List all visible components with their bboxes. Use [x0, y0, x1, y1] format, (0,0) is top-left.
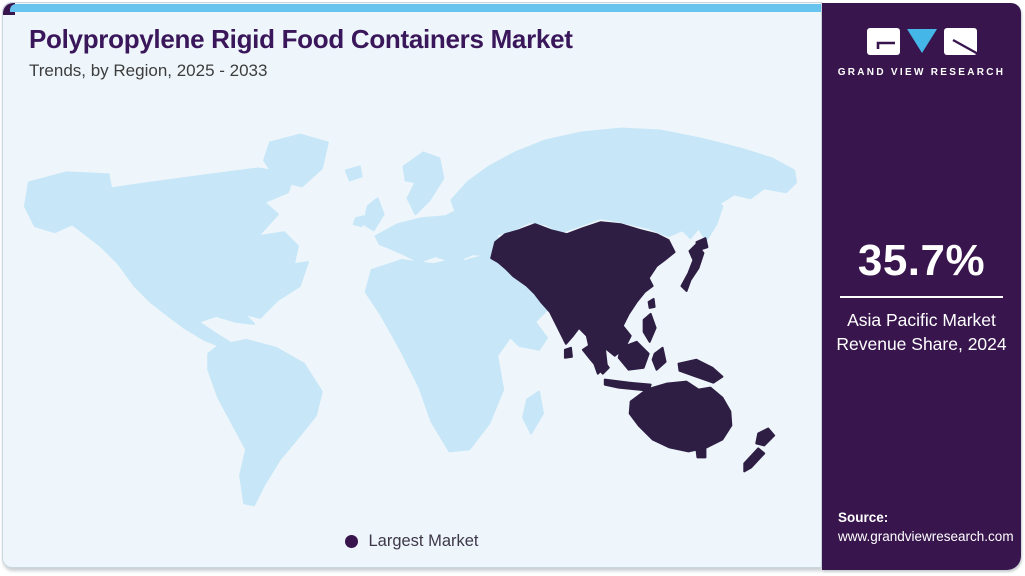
island-new-zealand-north	[755, 427, 776, 447]
stat-caption-line1: Asia Pacific Market	[847, 310, 996, 330]
sidebar: GRAND VIEW RESEARCH 35.7% Asia Pacific M…	[822, 3, 1021, 570]
island-sumatra	[581, 344, 610, 375]
stat-block: 35.7% Asia Pacific Market Revenue Share,…	[834, 236, 1009, 356]
island-java	[603, 378, 652, 392]
logo-r-icon	[943, 28, 981, 57]
island-new-guinea	[677, 358, 724, 384]
source-block: Source: www.grandviewresearch.com	[838, 510, 1014, 544]
brand-name: GRAND VIEW RESEARCH	[837, 67, 1006, 78]
page-subtitle: Trends, by Region, 2025 - 2033	[29, 60, 268, 80]
logo-g-icon	[866, 28, 900, 55]
region-asia-mainland	[490, 221, 676, 375]
island-borneo	[617, 340, 650, 371]
island-madagascar	[522, 390, 545, 435]
source-url: www.grandviewresearch.com	[838, 529, 1014, 544]
island-sulawesi	[651, 346, 667, 371]
source-label: Source:	[838, 510, 889, 525]
island-tasmania	[695, 446, 707, 459]
gvr-logo: GRAND VIEW RESEARCH	[822, 28, 1021, 78]
island-japan	[680, 243, 705, 292]
map-panel: Polypropylene Rigid Food Containers Mark…	[2, 2, 822, 568]
continent-south-america	[207, 338, 323, 507]
land-other-regions	[23, 127, 798, 507]
largest-market-dot-icon	[345, 535, 359, 548]
legend-label: Largest Market	[368, 532, 479, 550]
continent-australia	[628, 380, 733, 453]
continent-north-america	[61, 167, 309, 349]
island-sri-lanka	[563, 346, 573, 359]
page-title: Polypropylene Rigid Food Containers Mark…	[29, 24, 573, 54]
stat-caption-line2: Revenue Share, 2024	[836, 334, 1007, 355]
top-accent-bar	[10, 4, 821, 12]
island-taiwan	[647, 297, 656, 309]
gvr-logo-marks	[866, 28, 981, 58]
stat-divider	[840, 296, 1003, 298]
world-map-svg	[23, 127, 798, 507]
island-ireland	[352, 215, 365, 228]
header: Polypropylene Rigid Food Containers Mark…	[29, 24, 749, 81]
island-great-britain	[362, 197, 385, 232]
region-asia-pacific	[490, 221, 776, 473]
continent-africa	[364, 257, 523, 453]
stat-caption: Asia Pacific Market Revenue Share, 2024	[834, 308, 1009, 356]
region-russia	[450, 127, 798, 242]
logo-v-icon	[906, 29, 937, 53]
world-map	[3, 3, 821, 567]
island-new-zealand-south	[743, 447, 766, 473]
island-iceland	[344, 165, 363, 182]
region-scandinavia	[402, 151, 445, 216]
island-hokkaido	[695, 237, 709, 252]
map-legend: Largest Market	[3, 532, 821, 551]
stat-value: 35.7%	[857, 236, 986, 285]
island-philippines	[642, 312, 657, 343]
